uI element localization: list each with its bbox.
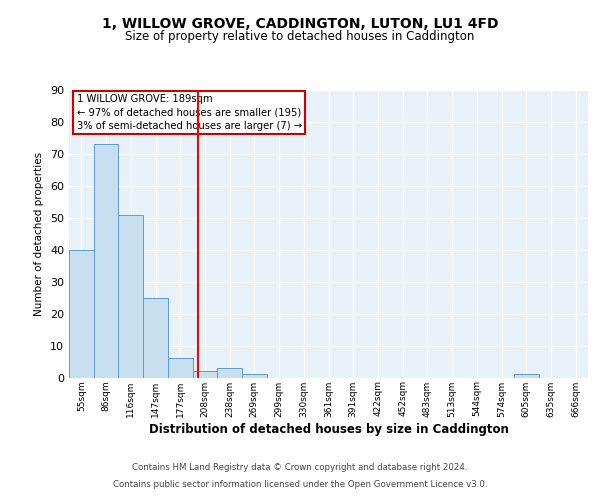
Bar [514,374,539,378]
Bar [118,214,143,378]
Bar [242,374,267,378]
Text: 1 WILLOW GROVE: 189sqm
← 97% of detached houses are smaller (195)
3% of semi-det: 1 WILLOW GROVE: 189sqm ← 97% of detached… [77,94,302,130]
Text: Contains HM Land Registry data © Crown copyright and database right 2024.: Contains HM Land Registry data © Crown c… [132,464,468,472]
Bar [143,298,168,378]
Y-axis label: Number of detached properties: Number of detached properties [34,152,44,316]
Bar [217,368,242,378]
Text: 1, WILLOW GROVE, CADDINGTON, LUTON, LU1 4FD: 1, WILLOW GROVE, CADDINGTON, LUTON, LU1 … [102,18,498,32]
Text: Distribution of detached houses by size in Caddington: Distribution of detached houses by size … [149,422,509,436]
Bar [193,371,217,378]
Text: Contains public sector information licensed under the Open Government Licence v3: Contains public sector information licen… [113,480,487,489]
Bar [168,358,193,378]
Bar [94,144,118,378]
Text: Size of property relative to detached houses in Caddington: Size of property relative to detached ho… [125,30,475,43]
Bar [69,250,94,378]
